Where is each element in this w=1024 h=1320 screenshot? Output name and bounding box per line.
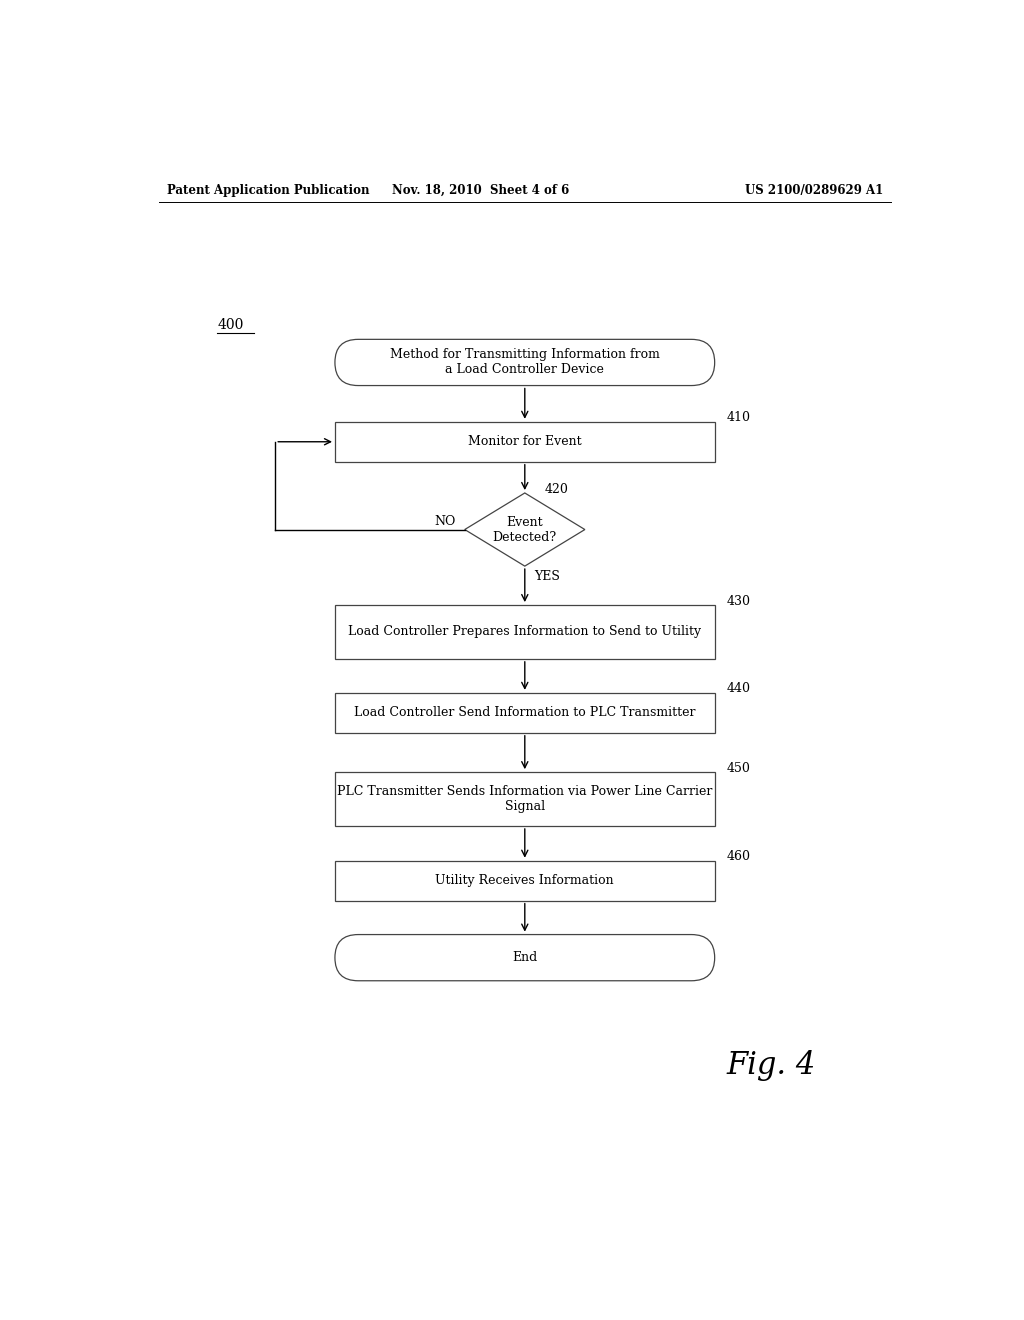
Text: Load Controller Prepares Information to Send to Utility: Load Controller Prepares Information to … — [348, 626, 701, 639]
FancyBboxPatch shape — [335, 772, 715, 826]
Text: 460: 460 — [726, 850, 751, 863]
Text: 450: 450 — [726, 762, 751, 775]
Text: Event
Detected?: Event Detected? — [493, 516, 557, 544]
Text: YES: YES — [535, 570, 560, 583]
Text: Monitor for Event: Monitor for Event — [468, 436, 582, 449]
Text: NO: NO — [434, 515, 456, 528]
Text: US 2100/0289629 A1: US 2100/0289629 A1 — [745, 185, 884, 197]
Text: Fig. 4: Fig. 4 — [727, 1049, 816, 1081]
FancyBboxPatch shape — [335, 693, 715, 733]
Text: 430: 430 — [726, 594, 751, 607]
FancyBboxPatch shape — [335, 935, 715, 981]
Polygon shape — [465, 492, 585, 566]
Text: Method for Transmitting Information from
a Load Controller Device: Method for Transmitting Information from… — [390, 348, 659, 376]
Text: 420: 420 — [544, 483, 568, 495]
Text: 440: 440 — [726, 682, 751, 696]
Text: End: End — [512, 952, 538, 964]
FancyBboxPatch shape — [335, 339, 715, 385]
FancyBboxPatch shape — [335, 861, 715, 900]
FancyBboxPatch shape — [335, 422, 715, 462]
FancyBboxPatch shape — [335, 605, 715, 659]
Text: Utility Receives Information: Utility Receives Information — [435, 874, 614, 887]
Text: 400: 400 — [217, 318, 244, 331]
Text: 410: 410 — [726, 412, 751, 425]
Text: Patent Application Publication: Patent Application Publication — [167, 185, 370, 197]
Text: Nov. 18, 2010  Sheet 4 of 6: Nov. 18, 2010 Sheet 4 of 6 — [392, 185, 569, 197]
Text: Load Controller Send Information to PLC Transmitter: Load Controller Send Information to PLC … — [354, 706, 695, 719]
Text: PLC Transmitter Sends Information via Power Line Carrier
Signal: PLC Transmitter Sends Information via Po… — [337, 785, 713, 813]
